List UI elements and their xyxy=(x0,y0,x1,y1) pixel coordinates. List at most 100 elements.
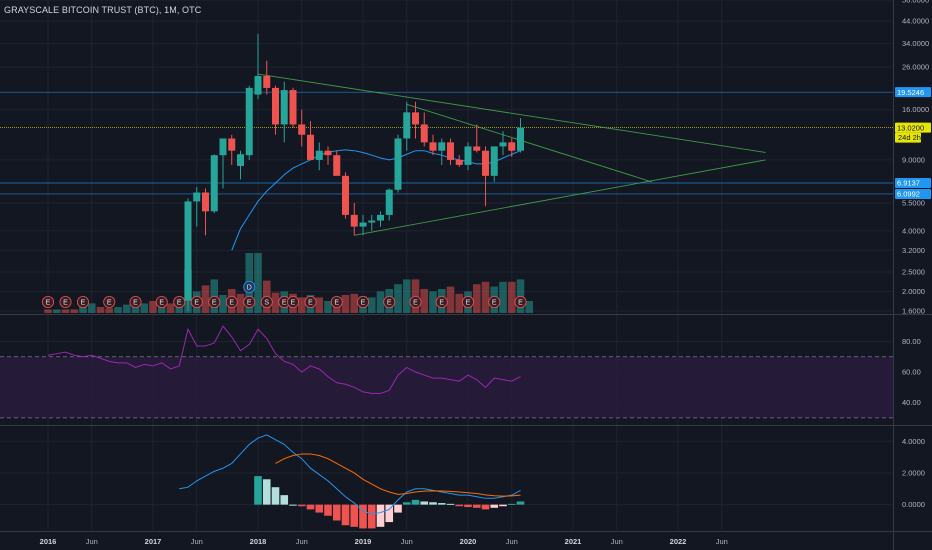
candle xyxy=(499,142,507,147)
candle xyxy=(359,222,367,227)
event-marker xyxy=(356,295,369,308)
macd-histogram-bar xyxy=(402,502,411,505)
candle xyxy=(368,220,376,223)
volume-bar xyxy=(367,297,376,313)
macd-histogram-bar xyxy=(289,504,297,506)
candle xyxy=(193,192,201,202)
event-marker xyxy=(225,295,238,308)
volume-bar xyxy=(219,295,227,313)
volume-bar xyxy=(70,309,79,313)
volume-bar xyxy=(131,305,140,313)
volume-bar xyxy=(376,291,385,313)
x-tick-label: Jun xyxy=(506,537,518,546)
macd-histogram-bar xyxy=(437,503,446,505)
volume-bar xyxy=(455,293,464,313)
countdown-tag xyxy=(895,132,921,143)
volume-bar xyxy=(297,297,306,313)
candle xyxy=(342,175,349,215)
y-tick-label: 4.0000 xyxy=(902,226,925,235)
price-tag xyxy=(895,122,931,133)
event-label: E xyxy=(212,299,217,306)
x-tick-label: 2017 xyxy=(145,537,162,546)
macd-histogram-bar xyxy=(306,504,315,510)
volume-bar xyxy=(472,284,481,313)
price-tag-label: 13.0200 xyxy=(897,123,924,132)
macd-histogram-bar xyxy=(507,503,516,505)
volume-bar xyxy=(402,279,411,313)
volume-bar xyxy=(350,293,359,313)
y-tick-label: 40.00 xyxy=(902,398,921,407)
macd-histogram-bar xyxy=(350,504,359,527)
candle xyxy=(377,214,384,221)
y-tick-label: 60.00 xyxy=(902,368,921,377)
candle xyxy=(324,150,332,156)
event-label: S xyxy=(264,299,269,306)
macd-histogram-bar xyxy=(324,504,332,516)
candle xyxy=(490,146,498,176)
macd-histogram-bar xyxy=(332,504,341,521)
event-marker xyxy=(330,295,343,308)
event-marker xyxy=(155,295,168,308)
trend-line xyxy=(354,159,766,236)
macd-histogram-bar xyxy=(429,502,437,505)
candle xyxy=(333,155,341,176)
event-marker xyxy=(77,295,90,308)
rsi-band xyxy=(0,356,893,418)
candle xyxy=(184,201,192,301)
event-marker xyxy=(243,280,256,293)
candle xyxy=(298,124,306,135)
volume-bar xyxy=(114,307,122,313)
volume-bar xyxy=(61,309,70,313)
macd-histogram-bar xyxy=(376,504,385,527)
candle xyxy=(202,192,209,212)
moving-average-line xyxy=(231,149,521,251)
event-label: E xyxy=(413,299,418,306)
x-tick-label: 2021 xyxy=(565,537,582,546)
event-marker xyxy=(59,295,72,308)
volume-bar xyxy=(149,301,157,313)
price-tag-label: 19.5246 xyxy=(897,88,924,97)
event-marker xyxy=(461,295,474,308)
event-marker xyxy=(304,295,317,308)
y-tick-label: 0.0000 xyxy=(902,500,925,509)
event-label: E xyxy=(159,299,164,306)
y-tick-label: 9.0000 xyxy=(902,156,925,165)
signal-line xyxy=(275,453,521,497)
candle xyxy=(228,138,236,151)
event-marker xyxy=(243,295,256,308)
event-label: E xyxy=(439,299,444,306)
candle xyxy=(210,155,218,212)
candle xyxy=(447,142,454,160)
y-tick-label: 26.0000 xyxy=(902,63,929,72)
trend-line xyxy=(406,103,652,183)
x-tick-label: Jun xyxy=(611,537,623,546)
y-tick-label: 56.0000 xyxy=(902,0,929,5)
event-label: E xyxy=(361,299,366,306)
candle xyxy=(272,87,279,125)
event-label: E xyxy=(81,299,86,306)
event-label: E xyxy=(107,299,112,306)
macd-histogram-bar xyxy=(464,504,472,508)
volume-bar xyxy=(271,292,280,313)
volume-bar xyxy=(324,301,332,313)
volume-bar xyxy=(122,304,131,313)
y-tick-label: 16.0000 xyxy=(902,105,929,114)
volume-bar xyxy=(44,309,52,313)
event-marker xyxy=(435,295,448,308)
x-tick-label: 2020 xyxy=(460,537,477,546)
event-label: E xyxy=(518,299,523,306)
y-tick-label: 2.5000 xyxy=(902,268,925,277)
candle xyxy=(455,159,463,165)
y-tick-label: 4.0000 xyxy=(902,437,925,446)
candle xyxy=(350,214,358,227)
price-tag xyxy=(895,188,931,199)
candle xyxy=(438,142,446,151)
candle xyxy=(517,127,524,151)
volume-bar xyxy=(79,307,87,313)
macd-histogram-bar xyxy=(420,501,429,505)
candle xyxy=(219,138,227,156)
macd-histogram-bar xyxy=(280,495,289,505)
chart-title: GRAYSCALE BITCOIN TRUST (BTC), 1M, OTC xyxy=(4,5,202,15)
x-tick-label: Jun xyxy=(86,537,98,546)
x-tick-label: Jun xyxy=(296,537,308,546)
